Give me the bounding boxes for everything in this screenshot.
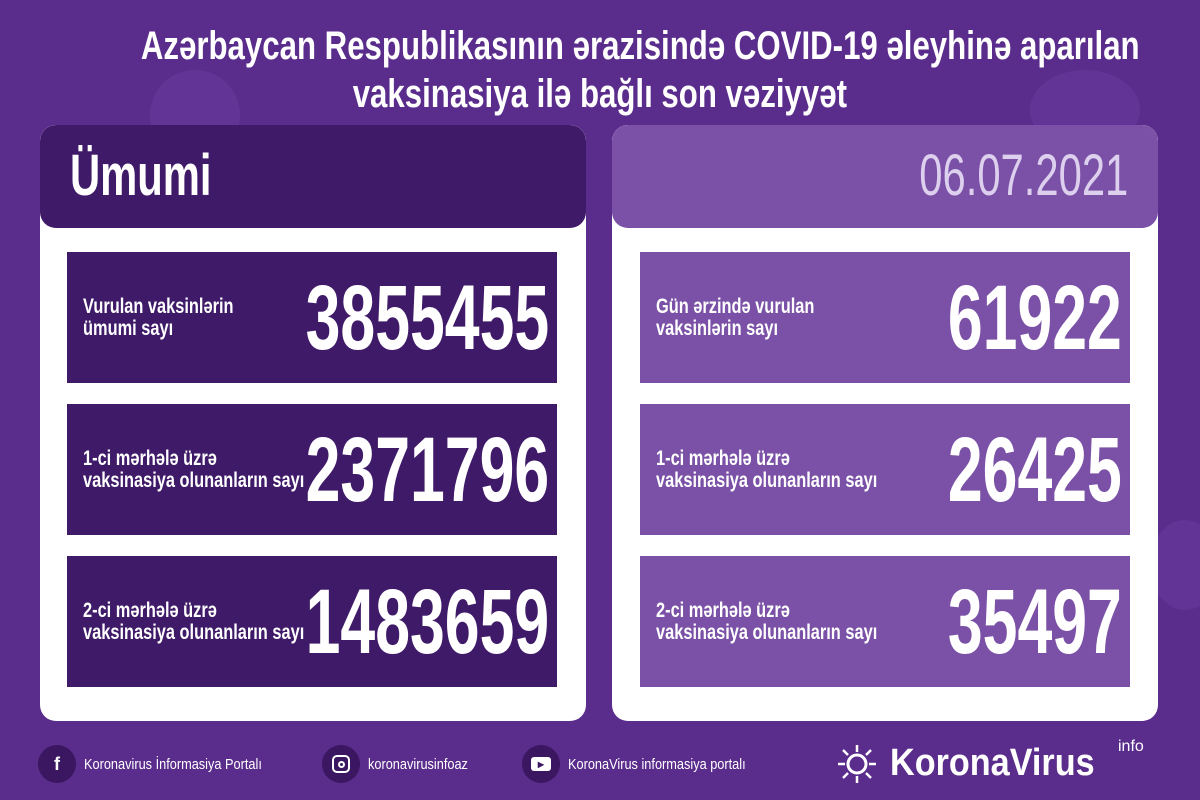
- stat-value: 3855455: [305, 267, 549, 369]
- stat-total-dose1: 1-ci mərhələ üzrə vaksinasiya olunanların…: [67, 404, 557, 535]
- stat-label: 2-ci mərhələ üzrə vaksinasiya olunanların…: [83, 599, 305, 644]
- koronavirus-logo: KoronaVirus info: [836, 738, 1144, 785]
- stat-label: 1-ci mərhələ üzrə vaksinasiya olunanların…: [656, 447, 878, 492]
- footer: f Koronavirus İnformasiya Portalı korona…: [0, 738, 1200, 790]
- facebook-icon: f: [38, 745, 76, 783]
- stat-total-vaccines: Vurulan vaksinlərin ümumi sayı 3855455: [67, 252, 557, 383]
- youtube-icon: ▶: [522, 745, 560, 783]
- total-panel-header: Ümumi: [40, 125, 586, 228]
- title-line-1: Azərbaycan Respublikasının ərazisində CO…: [140, 24, 1140, 68]
- stat-daily-vaccines: Gün ərzində vurulan vaksinlərin sayı 6192…: [640, 252, 1130, 383]
- total-panel: Ümumi Vurulan vaksinlərin ümumi sayı 3855…: [40, 125, 586, 721]
- stat-label: 2-ci mərhələ üzrə vaksinasiya olunanların…: [656, 599, 878, 644]
- date-label: 06.07.2021: [918, 143, 1128, 208]
- stat-total-dose2: 2-ci mərhələ üzrə vaksinasiya olunanların…: [67, 556, 557, 687]
- stat-daily-dose1: 1-ci mərhələ üzrə vaksinasiya olunanların…: [640, 404, 1130, 535]
- stat-label: 1-ci mərhələ üzrə vaksinasiya olunanların…: [83, 447, 305, 492]
- total-heading: Ümumi: [70, 143, 212, 208]
- instagram-icon: [322, 745, 360, 783]
- daily-panel: 06.07.2021 Gün ərzində vurulan vaksinləri…: [612, 125, 1158, 721]
- stat-daily-dose2: 2-ci mərhələ üzrə vaksinasiya olunanların…: [640, 556, 1130, 687]
- stat-value: 1483659: [305, 571, 549, 673]
- youtube-link[interactable]: ▶ KoronaVirus informasiya portalı: [522, 745, 777, 783]
- stat-label: Vurulan vaksinlərin ümumi sayı: [83, 295, 234, 340]
- daily-panel-header: 06.07.2021: [612, 125, 1158, 228]
- facebook-link[interactable]: f Koronavirus İnformasiya Portalı: [38, 745, 293, 783]
- stat-value: 2371796: [305, 419, 549, 521]
- title-line-2: vaksinasiya ilə bağlı son vəziyyət: [352, 72, 848, 116]
- virus-decoration: [1150, 520, 1200, 610]
- stat-label: Gün ərzində vurulan vaksinlərin sayı: [656, 295, 815, 340]
- stat-value: 61922: [948, 267, 1122, 369]
- sun-virus-icon: [838, 744, 876, 783]
- instagram-link[interactable]: koronavirusinfoaz: [322, 745, 486, 783]
- stat-value: 26425: [948, 419, 1122, 521]
- stat-value: 35497: [948, 571, 1122, 673]
